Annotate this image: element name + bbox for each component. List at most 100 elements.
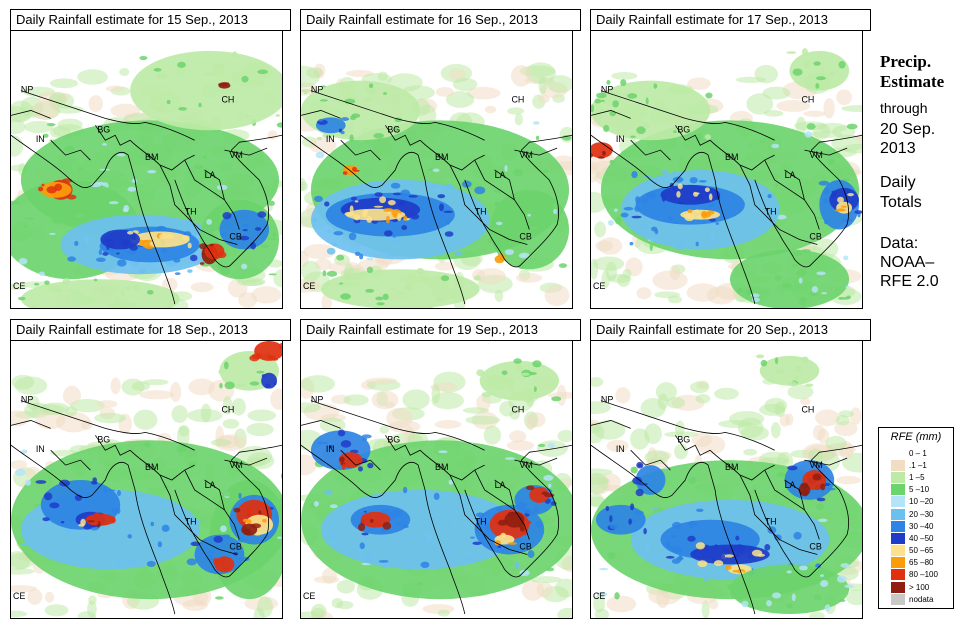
rain-cell bbox=[817, 428, 830, 444]
country-borders bbox=[301, 400, 572, 615]
rain-cell bbox=[256, 370, 265, 374]
rain-cell bbox=[257, 596, 273, 618]
rain-cell bbox=[83, 524, 92, 530]
rain-cell bbox=[635, 196, 641, 204]
rain-cell bbox=[257, 502, 266, 507]
rain-cell bbox=[452, 77, 478, 91]
legend-title: RFE (mm) bbox=[890, 431, 942, 443]
rain-cell bbox=[675, 420, 685, 438]
rain-cell bbox=[99, 168, 110, 171]
rain-cell bbox=[544, 284, 570, 306]
rain-cell bbox=[102, 142, 108, 146]
rain-cell bbox=[809, 292, 819, 296]
rain-cell bbox=[54, 105, 84, 114]
rain-cell bbox=[402, 524, 409, 529]
rain-cell bbox=[390, 182, 401, 189]
rain-cell bbox=[713, 560, 724, 567]
rain-cell bbox=[11, 200, 20, 205]
rain-cell bbox=[445, 91, 475, 108]
country-border bbox=[764, 469, 820, 540]
rain-cell bbox=[42, 517, 50, 522]
rain-cell bbox=[818, 518, 828, 523]
country-border bbox=[600, 90, 775, 141]
rain-cell bbox=[555, 578, 572, 598]
rain-cell bbox=[515, 503, 527, 509]
rain-cell bbox=[119, 68, 130, 76]
country-border bbox=[474, 214, 528, 245]
rain-cell bbox=[190, 541, 201, 547]
rain-cell bbox=[750, 526, 761, 529]
rain-cell bbox=[147, 169, 157, 174]
legend-item: 65 –80 bbox=[891, 557, 938, 569]
rain-cell bbox=[598, 237, 623, 255]
rain-cell bbox=[846, 295, 851, 300]
rain-cell bbox=[237, 537, 248, 543]
rain-cell bbox=[637, 463, 643, 467]
legend-label: 5 –10 bbox=[909, 485, 930, 495]
rain-cell bbox=[609, 159, 615, 164]
rain-cell bbox=[161, 524, 170, 533]
rain-cell bbox=[41, 183, 45, 187]
rain-cell bbox=[11, 610, 28, 618]
rain-cell bbox=[532, 121, 540, 125]
rain-cell bbox=[340, 293, 351, 300]
country-label-th: TH bbox=[765, 517, 777, 527]
country-border bbox=[784, 479, 805, 510]
product-title: Precip. Estimate bbox=[880, 52, 944, 92]
rain-cell bbox=[835, 415, 850, 426]
rain-cell bbox=[661, 194, 666, 202]
rain-area bbox=[20, 279, 180, 308]
rain-cell bbox=[21, 449, 28, 454]
rain-cell bbox=[620, 212, 629, 218]
rain-cell bbox=[672, 521, 682, 529]
legend-label: 10 –20 bbox=[909, 497, 934, 507]
rain-cell bbox=[616, 216, 622, 220]
rain-cell bbox=[355, 251, 361, 256]
rain-cell bbox=[374, 192, 383, 197]
rain-cell bbox=[181, 235, 190, 241]
rain-cell bbox=[27, 588, 43, 605]
rain-cell bbox=[171, 405, 188, 423]
rain-cell bbox=[238, 556, 250, 562]
rain-cell bbox=[519, 569, 530, 577]
rain-cell bbox=[443, 210, 453, 213]
rain-cell bbox=[371, 390, 399, 410]
rain-cell bbox=[397, 523, 404, 526]
rain-cell bbox=[548, 483, 552, 488]
country-border bbox=[630, 139, 671, 161]
rain-cell bbox=[44, 280, 50, 285]
rain-cell bbox=[800, 397, 811, 406]
country-label-la: LA bbox=[205, 480, 216, 490]
rain-cell bbox=[689, 177, 698, 184]
rain-cell bbox=[261, 374, 266, 378]
rain-cell bbox=[488, 238, 492, 244]
country-borders bbox=[11, 400, 282, 615]
rain-cell bbox=[105, 85, 125, 92]
rain-cell bbox=[818, 180, 830, 186]
country-border bbox=[50, 449, 91, 471]
rain-cell bbox=[104, 238, 115, 243]
rain-cell bbox=[350, 196, 357, 201]
rain-cell bbox=[809, 611, 825, 618]
rain-cell bbox=[701, 600, 710, 618]
rain-cell bbox=[774, 182, 779, 188]
rain-cell bbox=[357, 466, 363, 472]
rain-cell bbox=[202, 155, 207, 159]
rain-cell bbox=[313, 575, 340, 584]
rain-cell bbox=[707, 204, 715, 207]
rain-cell bbox=[687, 209, 693, 214]
rain-cell bbox=[222, 418, 240, 429]
rain-cell bbox=[591, 473, 609, 495]
rain-cell bbox=[270, 388, 282, 410]
rain-cell bbox=[218, 82, 229, 87]
rain-cell bbox=[510, 65, 532, 87]
rain-cell bbox=[676, 191, 681, 198]
rain-cell bbox=[547, 75, 572, 93]
rain-cell bbox=[87, 600, 97, 618]
rain-cell bbox=[665, 541, 671, 548]
country-label-vm: VM bbox=[519, 460, 532, 470]
rain-cell bbox=[687, 520, 699, 527]
rain-cell bbox=[301, 402, 321, 413]
rain-cell bbox=[514, 113, 523, 126]
rain-cell bbox=[198, 102, 202, 108]
